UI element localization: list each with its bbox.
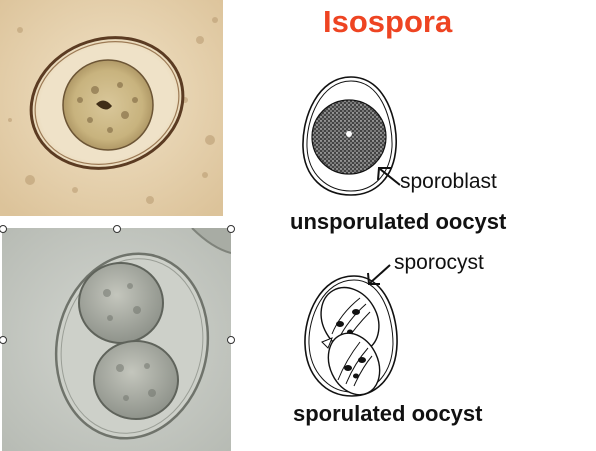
selection-handle[interactable] xyxy=(0,336,7,344)
sporocyst-arrow xyxy=(367,264,391,285)
sporulated-oocyst-caption: sporulated oocyst xyxy=(293,401,483,426)
selection-handle[interactable] xyxy=(113,225,121,233)
sporoblast-arrow xyxy=(377,167,401,186)
sporulated-oocyst-drawing xyxy=(304,275,398,397)
unsporulated-oocyst-drawing xyxy=(302,76,397,196)
slide-title: Isospora xyxy=(323,4,453,39)
sporoblast-label: sporoblast xyxy=(400,170,497,193)
selection-handle[interactable] xyxy=(227,336,235,344)
selection-handle[interactable] xyxy=(227,225,235,233)
sporocyst-label: sporocyst xyxy=(394,251,484,274)
unsporulated-oocyst-caption: unsporulated oocyst xyxy=(290,209,507,234)
sporulated-oocyst-micrograph xyxy=(2,228,231,451)
selection-handle[interactable] xyxy=(0,225,7,233)
unsporulated-oocyst-micrograph xyxy=(0,0,223,216)
